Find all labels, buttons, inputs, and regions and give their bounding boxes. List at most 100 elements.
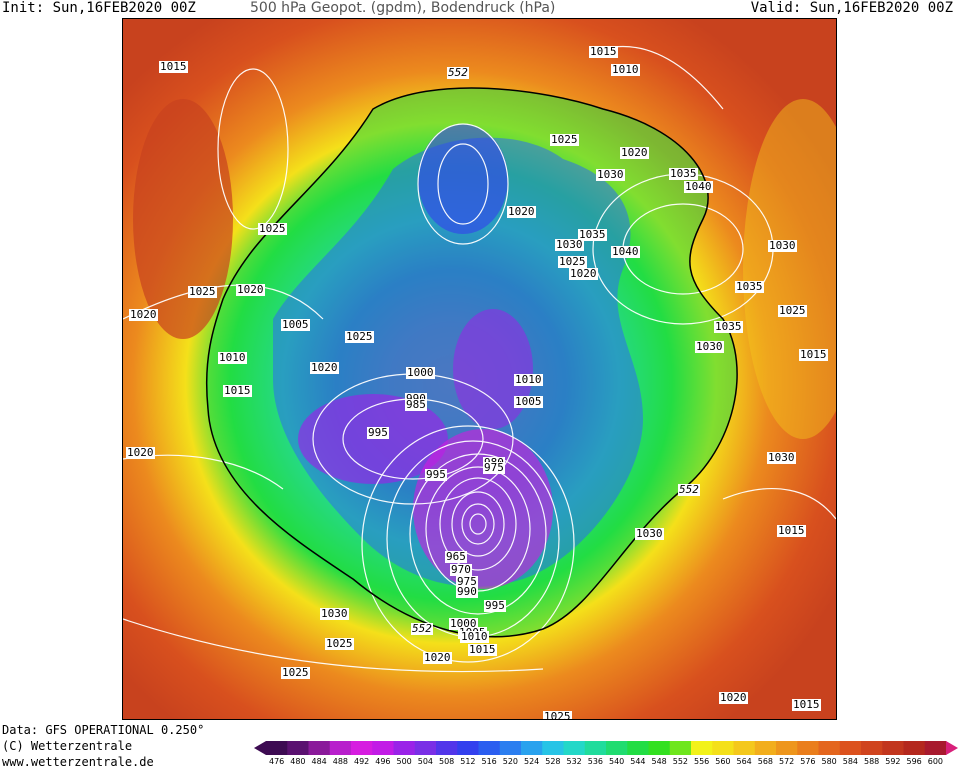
colorbar-tick-label: 516 bbox=[481, 757, 497, 766]
colorbar-segment bbox=[521, 741, 543, 755]
colorbar-segment bbox=[478, 741, 501, 755]
isobar-label: 975 bbox=[456, 575, 478, 588]
colorbar-tick-label: 584 bbox=[842, 757, 859, 766]
colorbar-segment bbox=[648, 741, 671, 755]
colorbar-segment bbox=[712, 741, 734, 755]
isobar-label: 1015 bbox=[223, 384, 252, 397]
isobar-label: 1025 bbox=[778, 304, 807, 317]
isobar-label: 1035 bbox=[578, 228, 607, 241]
isobar-label: 1020 bbox=[719, 691, 748, 704]
colorbar bbox=[254, 741, 958, 755]
colorbar-segment bbox=[818, 741, 841, 755]
colorbar-segment bbox=[606, 741, 628, 755]
isobar-label: 1020 bbox=[236, 283, 265, 296]
isobar-label: 965 bbox=[445, 550, 467, 563]
colorbar-segment bbox=[839, 741, 862, 755]
colorbar-segment bbox=[669, 741, 692, 755]
magenta-low-center bbox=[413, 429, 553, 589]
colorbar-segment bbox=[882, 741, 904, 755]
isobar-label: 1030 bbox=[767, 451, 796, 464]
isobar-label: 1010 bbox=[514, 373, 543, 386]
colorbar-segment bbox=[436, 741, 458, 755]
isobar-label: 995 bbox=[425, 468, 447, 481]
colorbar-tick-label: 496 bbox=[375, 757, 391, 766]
isobar-label: 1025 bbox=[325, 637, 354, 650]
colorbar-tick-label: 544 bbox=[630, 757, 646, 766]
colorbar-tick-label: 552 bbox=[672, 757, 689, 766]
colorbar-tick-label: 484 bbox=[311, 757, 327, 766]
isobar-label: 1010 bbox=[611, 63, 640, 76]
colorbar-tick-label: 592 bbox=[885, 757, 901, 766]
isobar-label: 975 bbox=[483, 461, 505, 474]
isobar-label: 1020 bbox=[507, 205, 536, 218]
colorbar-tick-label: 536 bbox=[587, 757, 604, 766]
colorbar-tick-label: 488 bbox=[332, 757, 349, 766]
colorbar-right-arrow bbox=[946, 741, 958, 755]
colorbar-tick-label: 548 bbox=[651, 757, 667, 766]
isobar-label: 995 bbox=[484, 599, 506, 612]
colorbar-segment bbox=[393, 741, 416, 755]
isobar-label: 1020 bbox=[569, 267, 598, 280]
isobar-label: 1040 bbox=[684, 180, 713, 193]
colorbar-segment bbox=[563, 741, 586, 755]
isobar-label: 1030 bbox=[596, 168, 625, 181]
colorbar-segment bbox=[754, 741, 777, 755]
colorbar-segment bbox=[691, 741, 713, 755]
colorbar-tick-label: 504 bbox=[417, 757, 434, 766]
isobar-label: 1015 bbox=[468, 643, 497, 656]
geopotential-contour-label: 552 bbox=[411, 622, 433, 635]
isobar-label: 1005 bbox=[281, 318, 310, 331]
colorbar-segment bbox=[584, 741, 607, 755]
colorbar-tick-label: 476 bbox=[268, 757, 285, 766]
colorbar-segment bbox=[776, 741, 798, 755]
isobar-label: 1030 bbox=[635, 527, 664, 540]
contour-552-line bbox=[205, 87, 738, 638]
colorbar-segment bbox=[861, 741, 883, 755]
isobar-label: 1020 bbox=[620, 146, 649, 159]
isobar-label: 1020 bbox=[126, 446, 155, 459]
colorbar-tick-label: 508 bbox=[438, 757, 455, 766]
colorbar-segment bbox=[287, 741, 309, 755]
colorbar-segment bbox=[903, 741, 926, 755]
isobar-label: 1030 bbox=[555, 238, 584, 251]
isobar-label: 1010 bbox=[218, 351, 247, 364]
isobar-label: 1025 bbox=[558, 255, 587, 268]
isobar-label: 990 bbox=[456, 585, 478, 598]
colorbar-tick-label: 564 bbox=[736, 757, 752, 766]
violet-trough-center bbox=[453, 309, 533, 429]
colorbar-segment bbox=[266, 741, 288, 755]
isobar-label: 1015 bbox=[159, 60, 188, 73]
map-canvas: 1015 1010 1015 1025 1020 1030 1035 1040 1020 1025… bbox=[122, 18, 837, 720]
isobar-label: 1015 bbox=[589, 45, 618, 58]
colorbar-segment bbox=[351, 741, 373, 755]
isobar-label: 1025 bbox=[188, 285, 217, 298]
isobar-label: 1010 bbox=[460, 630, 489, 643]
colorbar-tick-label: 596 bbox=[906, 757, 922, 766]
isobar-label: 1015 bbox=[777, 524, 806, 537]
colorbar-tick-label: 524 bbox=[523, 757, 540, 766]
website-label: www.wetterzentrale.de bbox=[2, 755, 154, 769]
colorbar-segment bbox=[372, 741, 394, 755]
colorbar-tick-label: 572 bbox=[778, 757, 795, 766]
isobar-label: 1025 bbox=[345, 330, 374, 343]
isobar-label: 1005 bbox=[514, 395, 543, 408]
colorbar-tick-label: 580 bbox=[821, 757, 837, 766]
colorbar-segment bbox=[414, 741, 437, 755]
isobar-label: 970 bbox=[450, 563, 472, 576]
colorbar-segment bbox=[733, 741, 756, 755]
isobar-label: 1020 bbox=[310, 361, 339, 374]
colorbar-left-arrow bbox=[254, 741, 266, 755]
chart-title: 500 hPa Geopot. (gpdm), Bodendruck (hPa) bbox=[250, 0, 556, 16]
colorbar-segment bbox=[329, 741, 352, 755]
isobar-label: 1015 bbox=[792, 698, 821, 711]
isobar-label: 1030 bbox=[695, 340, 724, 353]
colorbar-ticks: 476 480 484 488 492 496 500 504 508 512 516 520 524 5… bbox=[254, 757, 958, 769]
isobar-label: 1020 bbox=[129, 308, 158, 321]
colorbar-segment bbox=[627, 741, 649, 755]
colorbar-tick-label: 492 bbox=[353, 757, 370, 766]
colorbar-tick-label: 560 bbox=[715, 757, 731, 766]
isobar-label: 1040 bbox=[611, 245, 640, 258]
isobar-label: 1030 bbox=[768, 239, 797, 252]
colorbar-tick-label: 528 bbox=[545, 757, 561, 766]
colorbar-tick-label: 520 bbox=[502, 757, 519, 766]
